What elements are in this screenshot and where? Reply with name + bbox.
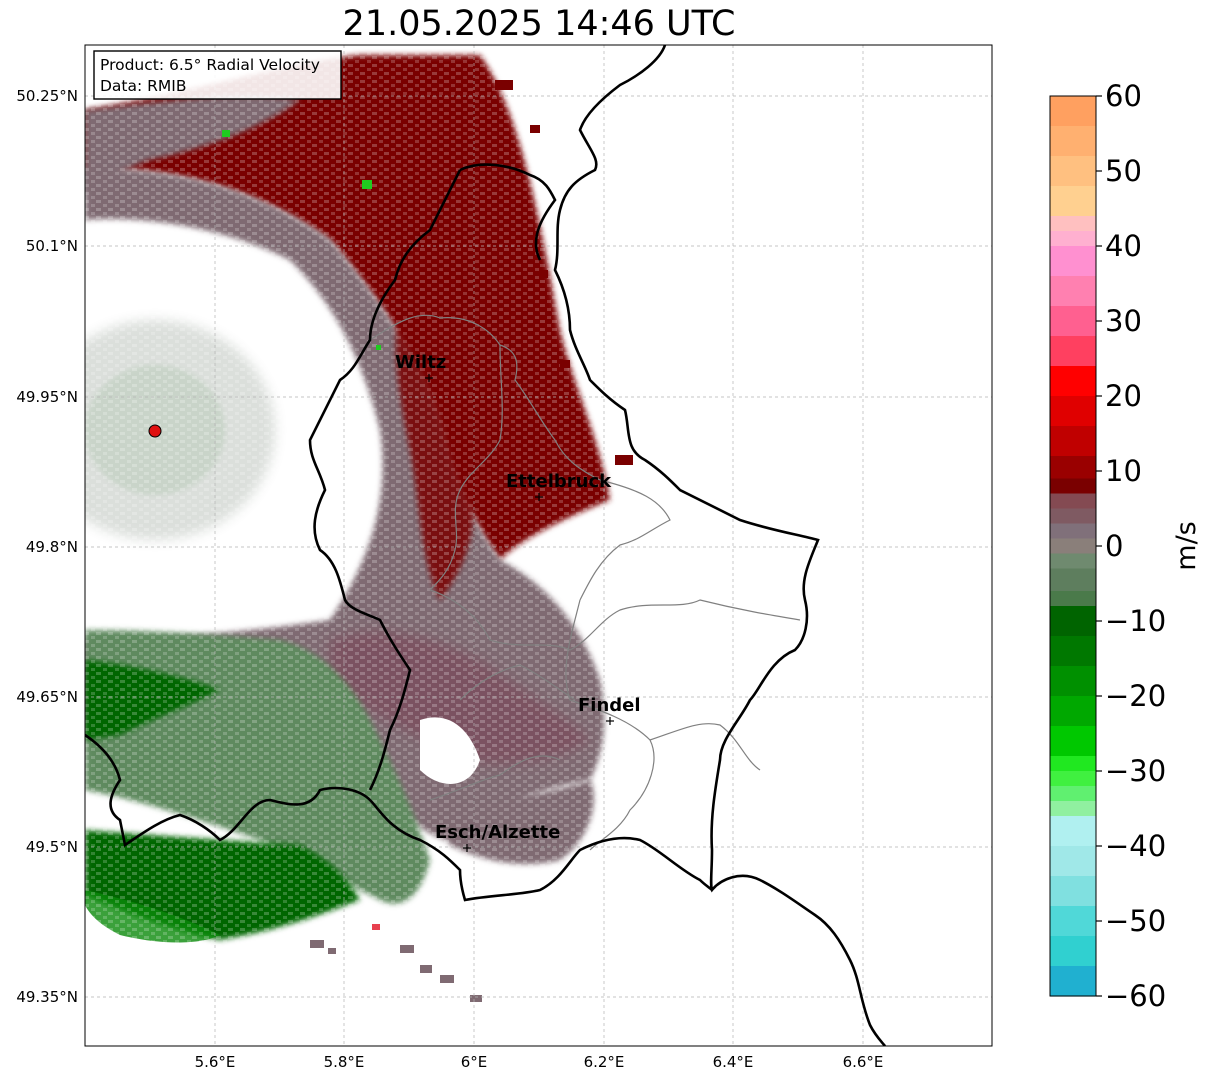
map-title: 21.05.2025 14:46 UTC <box>342 4 736 44</box>
colorbar-band <box>1050 771 1096 787</box>
colorbar-band <box>1050 666 1096 697</box>
lat-tick: 49.35°N <box>16 988 78 1006</box>
national-borders <box>85 45 886 1046</box>
city-marker-ettelbruck <box>535 493 543 501</box>
lat-axis: 50.25°N 50.1°N 49.95°N 49.8°N 49.65°N 49… <box>16 87 78 1006</box>
colorbar-tick-label: 10 <box>1105 454 1142 488</box>
colorbar-band <box>1050 876 1096 907</box>
colorbar-tick-label: −20 <box>1105 679 1166 713</box>
colorbar-tick-label: −60 <box>1105 979 1166 1013</box>
city-label-wiltz: Wiltz <box>395 352 446 373</box>
colorbar-tick-label: 60 <box>1105 79 1142 113</box>
colorbar-band <box>1050 186 1096 217</box>
colorbar-ticks: 60 50 40 30 20 10 0 −10 −20 −30 −40 −50 … <box>1105 79 1166 1013</box>
radar-site-marker <box>148 424 162 438</box>
lat-tick: 49.95°N <box>16 388 78 406</box>
lon-tick: 5.6°E <box>195 1053 236 1071</box>
colorbar-band <box>1050 553 1096 570</box>
colorbar-tick-label: −50 <box>1105 904 1166 938</box>
colorbar-band <box>1050 966 1096 997</box>
colorbar-band <box>1050 756 1096 772</box>
city-label-esch: Esch/Alzette <box>435 822 560 843</box>
lat-tick: 50.25°N <box>16 87 78 105</box>
lon-tick: 6.4°E <box>713 1053 754 1071</box>
colorbar-band <box>1050 426 1096 457</box>
city-label-ettelbruck: Ettelbruck <box>506 471 612 492</box>
colorbar-band <box>1050 538 1096 555</box>
radar-map: Wiltz Ettelbruck Findel Esch/Alzette Pro… <box>85 45 992 1046</box>
map-frame <box>84 44 993 1047</box>
canton-boundaries <box>369 314 801 851</box>
colorbar-band <box>1050 726 1096 757</box>
lat-tick: 49.65°N <box>16 688 78 706</box>
colorbar-band <box>1050 591 1096 607</box>
colorbar-tick-label: 0 <box>1105 529 1123 563</box>
colorbar-band <box>1050 696 1096 727</box>
colorbar-band <box>1050 523 1096 540</box>
city-label-findel: Findel <box>578 695 641 716</box>
colorbar-band <box>1050 306 1096 337</box>
colorbar-band <box>1050 156 1096 187</box>
colorbar: 60 50 40 30 20 10 0 −10 −20 −30 −40 −50 … <box>1049 79 1202 1013</box>
lon-tick: 6.6°E <box>843 1053 884 1071</box>
colorbar-band <box>1050 216 1096 232</box>
colorbar-tick-label: 30 <box>1105 304 1142 338</box>
lon-tick: 6°E <box>461 1053 488 1071</box>
lat-tick: 50.1°N <box>26 237 78 255</box>
colorbar-tick-label: −30 <box>1105 754 1166 788</box>
colorbar-tick-label: −40 <box>1105 829 1166 863</box>
product-label: Product: 6.5° Radial Velocity <box>100 56 320 74</box>
data-source-label: Data: RMIB <box>100 77 187 95</box>
colorbar-band <box>1050 936 1096 967</box>
colorbar-unit-label: m/s <box>1171 521 1202 570</box>
colorbar-band <box>1050 456 1096 480</box>
colorbar-band <box>1050 96 1096 127</box>
city-markers <box>425 374 614 852</box>
velocity-field <box>85 45 992 1046</box>
colorbar-tick-label: 20 <box>1105 379 1142 413</box>
colorbar-tick-label: 50 <box>1105 154 1142 188</box>
colorbar-band <box>1050 396 1096 427</box>
colorbar-band <box>1050 846 1096 877</box>
colorbar-band <box>1050 636 1096 667</box>
colorbar-band <box>1050 906 1096 937</box>
colorbar-band <box>1050 568 1096 592</box>
colorbar-band <box>1050 366 1096 397</box>
lat-tick: 49.8°N <box>26 538 78 556</box>
lat-tick: 49.5°N <box>26 838 78 856</box>
colorbar-band <box>1050 508 1096 525</box>
colorbar-tick-label: 40 <box>1105 229 1142 263</box>
city-marker-esch <box>463 844 471 852</box>
info-box: Product: 6.5° Radial Velocity Data: RMIB <box>93 50 342 100</box>
city-marker-wiltz <box>425 374 433 382</box>
colorbar-band <box>1050 276 1096 307</box>
colorbar-band <box>1050 336 1096 367</box>
colorbar-band <box>1050 478 1096 495</box>
city-marker-findel <box>606 717 614 725</box>
colorbar-band <box>1050 126 1096 157</box>
colorbar-band <box>1050 816 1096 847</box>
colorbar-band <box>1050 493 1096 510</box>
colorbar-band <box>1050 246 1096 277</box>
colorbar-tick-label: −10 <box>1105 604 1166 638</box>
colorbar-band <box>1050 231 1096 247</box>
colorbar-band <box>1050 801 1096 817</box>
colorbar-band <box>1050 606 1096 637</box>
colorbar-gradient <box>1050 96 1096 997</box>
colorbar-band <box>1050 786 1096 802</box>
lon-tick: 5.8°E <box>324 1053 365 1071</box>
lon-axis: 5.6°E 5.8°E 6°E 6.2°E 6.4°E 6.6°E <box>195 1053 884 1071</box>
lon-tick: 6.2°E <box>584 1053 625 1071</box>
graticule <box>85 45 992 1046</box>
